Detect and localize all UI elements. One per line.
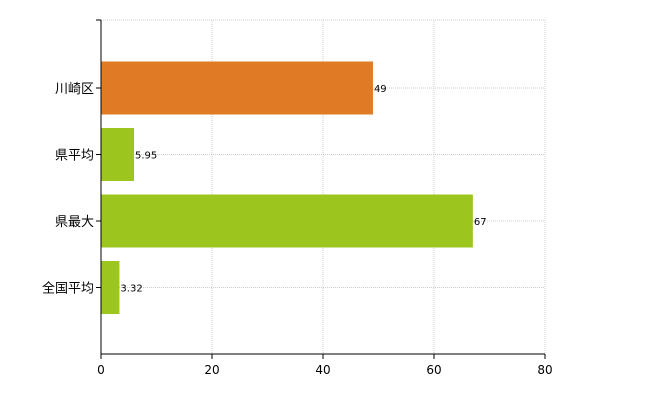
x-tick-label: 80	[537, 363, 552, 377]
data-label: 49	[374, 84, 387, 95]
data-label: 3.32	[120, 284, 142, 295]
category-label: 県最大	[55, 215, 94, 230]
x-tick-label: 40	[315, 363, 330, 377]
bar	[101, 194, 473, 248]
category-label: 全国平均	[42, 281, 94, 297]
category-label: 県平均	[55, 149, 94, 164]
x-tick-label: 20	[204, 363, 219, 377]
bar	[101, 261, 120, 314]
x-tick-label: 0	[97, 363, 105, 377]
axis-layer	[96, 19, 546, 359]
data-label: 5.95	[135, 151, 157, 162]
label-layer: 49 川崎区 5.95 県平均 67 県最大 3.32 全国平均 0 20 40 60 80	[42, 82, 553, 377]
bar	[101, 128, 135, 181]
category-label: 川崎区	[55, 82, 94, 97]
data-label: 67	[474, 217, 487, 228]
bar	[101, 61, 373, 115]
bar-layer	[101, 61, 473, 314]
x-tick-label: 60	[426, 363, 441, 377]
